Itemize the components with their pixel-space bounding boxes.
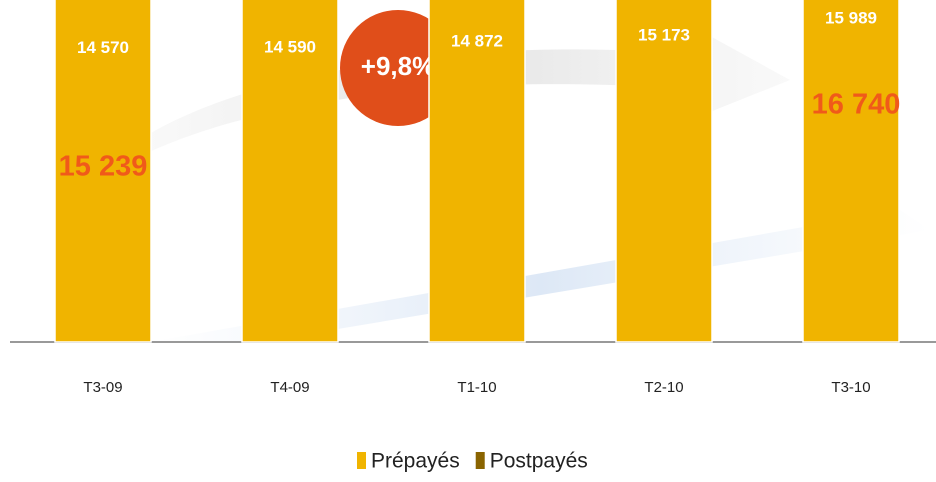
growth-label: +9,8% (361, 51, 435, 81)
bar-segment (241, 0, 339, 343)
bar-segment (802, 0, 900, 343)
x-tick-label: T2-10 (644, 379, 683, 396)
growth-arrow (85, 25, 790, 190)
bar-segment (615, 0, 713, 343)
bar-segment (428, 0, 526, 343)
growth-badge (340, 10, 456, 126)
value-label: 14 590 (264, 37, 316, 56)
x-tick-label: T3-10 (831, 379, 870, 396)
total-label: 16 740 (812, 88, 901, 120)
legend-label: Prépayés (371, 450, 460, 473)
x-tick-label: T4-09 (270, 379, 309, 396)
legend-swatch (357, 452, 366, 469)
legend-swatch (475, 452, 485, 469)
total-label: 15 239 (59, 151, 148, 183)
x-tick-label: T1-10 (457, 379, 496, 396)
x-tick-label: T3-09 (83, 379, 122, 396)
floor-shade (150, 210, 930, 342)
value-label: 15 989 (825, 9, 877, 28)
bar-segment (54, 0, 152, 343)
value-label: 15 173 (638, 25, 690, 44)
value-label: 14 872 (451, 32, 503, 51)
value-label: 14 570 (77, 38, 129, 57)
legend-label: Postpayés (490, 450, 588, 473)
